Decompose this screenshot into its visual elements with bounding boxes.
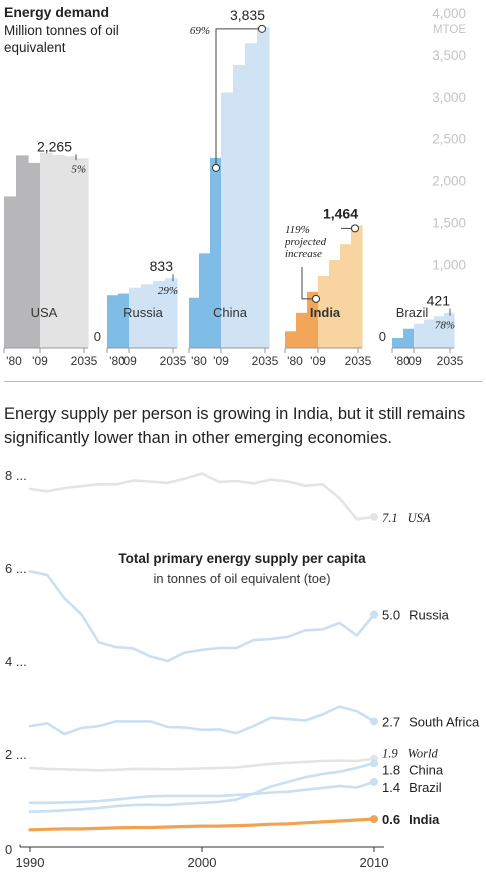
bar-historical (285, 331, 297, 348)
series-label: 5.0 Russia (382, 608, 450, 623)
x-tick-label: '80 (287, 354, 303, 368)
y-tick-label: 3,000 (432, 90, 466, 105)
y-tick-label: 1,500 (432, 215, 466, 230)
series-end-dot (370, 513, 378, 521)
bar-historical (296, 313, 308, 348)
y-tick-label: 2,000 (432, 174, 466, 189)
country-label: India (310, 305, 341, 320)
end-value-label: 833 (150, 258, 174, 274)
pct-label: 5% (71, 163, 86, 175)
bar-historical (107, 295, 119, 348)
x-tick-label: '09 (310, 354, 326, 368)
end-value-label: 2,265 (37, 138, 72, 154)
series-end-dot (370, 778, 378, 786)
pct-label: 119% (285, 224, 310, 236)
bar-historical (403, 329, 415, 348)
section-divider (4, 381, 482, 382)
end-value-label: 1,464 (323, 205, 358, 221)
x-tick-label: 2035 (252, 354, 279, 368)
pct-label: increase (285, 248, 322, 260)
y-tick-label: 4,000 (432, 6, 466, 21)
series-label: 1.9 World (382, 747, 438, 761)
x-tick-label: '09 (406, 354, 422, 368)
bar-projected (76, 158, 89, 348)
intro-text: Energy supply per person is growing in I… (4, 402, 484, 450)
bar-historical (392, 338, 404, 348)
country-label: Russia (123, 305, 164, 320)
bar-projected (414, 324, 425, 348)
series-end-dot (370, 611, 378, 619)
x-tick-label: 2010 (360, 855, 389, 870)
unit-label: MTOE (433, 24, 466, 36)
chart-subtitle: in tonnes of oil equivalent (toe) (153, 571, 330, 586)
y-tick-label: 8 ... (5, 468, 27, 483)
bar-projected (340, 244, 352, 348)
pct-label: 69% (190, 25, 210, 37)
series-label: 1.4 Brazil (382, 780, 442, 795)
marker-circle (352, 225, 359, 232)
chart-title: Total primary energy supply per capita (118, 551, 366, 566)
x-tick-label: '09 (213, 354, 229, 368)
bar-historical (189, 298, 200, 348)
bar-historical (199, 253, 211, 348)
bar-historical (16, 155, 29, 348)
x-tick-label: 2035 (160, 354, 187, 368)
x-tick-label: '80 (191, 354, 207, 368)
marker-circle (213, 164, 220, 171)
series-end-dot (370, 815, 378, 823)
bar-historical (4, 196, 17, 348)
end-value-label: 421 (427, 293, 451, 309)
country-label: China (213, 305, 248, 320)
zero-label: 0 (94, 329, 101, 344)
series-end-dot (370, 759, 378, 767)
x-tick-label: '09 (121, 354, 137, 368)
series-line (30, 707, 374, 734)
pct-label: 29% (158, 285, 178, 297)
series-line (30, 759, 374, 771)
series-label: 1.8 China (382, 762, 444, 777)
x-tick-label: 1990 (16, 855, 45, 870)
bar-historical (118, 294, 130, 348)
series-line (30, 474, 374, 520)
series-line (30, 819, 374, 830)
country-label: USA (31, 305, 58, 320)
bar-historical (28, 163, 41, 348)
x-tick-label: 2000 (188, 855, 217, 870)
bar-projected (257, 27, 270, 348)
pct-label: projected (284, 236, 327, 248)
bar-projected (245, 43, 258, 348)
y-tick-label: 4 ... (5, 654, 27, 669)
energy-per-capita-line-chart: 8 ... 6 ... 4 ... 2 ... 0 1990 2000 2010 Total p… (0, 462, 486, 886)
y-tick-label: 1,000 (432, 257, 466, 272)
bar-projected (351, 225, 363, 348)
series-line (30, 782, 374, 803)
series-end-dot (370, 717, 378, 725)
x-tick-label: 2035 (345, 354, 372, 368)
y-tick-label: 2,500 (432, 132, 466, 147)
series-label: 7.1 USA (382, 511, 431, 525)
x-tick-label: '09 (32, 354, 48, 368)
marker-circle (259, 25, 266, 32)
country-label: Brazil (396, 305, 429, 320)
y-tick-label: 2 ... (5, 747, 27, 762)
pct-label: 78% (435, 320, 455, 332)
energy-demand-bar-chart: 4,000 MTOE 3,500 3,000 2,500 2,000 1,500 1,000 U… (0, 0, 486, 372)
marker-circle (313, 295, 320, 302)
series-label: 0.6 India (382, 812, 440, 827)
zero-label: 0 (379, 329, 386, 344)
end-value-label: 3,835 (230, 7, 265, 23)
bar-projected (64, 156, 77, 348)
y-tick-label: 6 ... (5, 561, 27, 576)
series-label: 2.7 South Africa (382, 714, 480, 729)
bar-projected (424, 320, 435, 348)
y-tick-label-zero: 0 (5, 842, 12, 857)
x-tick-label: '80 (6, 354, 22, 368)
y-tick-label: 3,500 (432, 48, 466, 63)
x-tick-label: 2035 (437, 354, 464, 368)
x-tick-label: 2035 (71, 354, 98, 368)
